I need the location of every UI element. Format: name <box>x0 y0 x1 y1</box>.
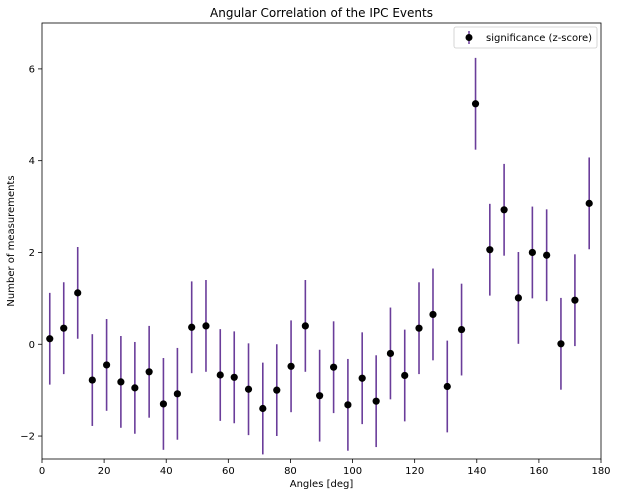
x-tick-label: 100 <box>343 466 362 477</box>
x-tick-label: 180 <box>591 466 610 477</box>
legend: significance (z-score) <box>453 26 598 49</box>
data-point <box>230 373 238 381</box>
data-point <box>528 248 536 257</box>
y-tick-label: 4 <box>29 156 35 167</box>
data-point <box>74 289 82 297</box>
data-point <box>60 324 68 332</box>
data-point <box>46 335 54 343</box>
data-point <box>188 323 196 331</box>
x-tick-label: 20 <box>98 466 111 477</box>
data-point <box>131 384 139 392</box>
data-point <box>102 361 111 369</box>
x-tick-label: 160 <box>529 466 548 477</box>
data-point <box>571 296 579 304</box>
plot-area: 0 20 40 60 80 100 120 140 160 180 −2 0 2 4 6 <box>20 22 611 477</box>
data-point <box>471 100 480 108</box>
data-point <box>543 251 551 259</box>
x-axis: 0 20 40 60 80 100 120 140 160 180 <box>39 459 611 477</box>
data-point <box>585 199 593 207</box>
legend-box <box>453 26 598 49</box>
data-point <box>415 324 423 332</box>
x-tick-label: 80 <box>284 466 297 477</box>
y-axis-label: Number of measurements <box>6 175 17 306</box>
x-axis-label: Angles [deg] <box>290 479 354 490</box>
data-point <box>159 400 168 408</box>
data-point <box>244 385 253 393</box>
data-point <box>145 368 153 376</box>
data-point <box>557 340 565 348</box>
data-point <box>429 310 437 319</box>
data-point <box>287 362 295 370</box>
legend-label: significance (z-score) <box>486 33 592 44</box>
chart-title: Angular Correlation of the IPC Events <box>210 6 433 20</box>
data-point <box>202 322 210 330</box>
plot-frame <box>41 22 602 460</box>
data-point <box>443 382 451 391</box>
data-point <box>358 374 366 382</box>
y-tick-label: −2 <box>20 432 35 443</box>
legend-marker-swatch <box>465 34 473 41</box>
data-point <box>173 390 182 398</box>
y-tick-label: 0 <box>29 340 35 351</box>
data-point <box>259 404 267 413</box>
data-point <box>386 349 395 358</box>
data-point <box>500 206 508 214</box>
point-series <box>46 100 593 413</box>
data-point <box>88 376 96 384</box>
x-tick-label: 140 <box>467 466 486 477</box>
data-point <box>514 294 522 302</box>
data-point <box>372 397 380 405</box>
data-point <box>457 325 466 334</box>
y-axis: −2 0 2 4 6 <box>20 64 42 443</box>
data-point <box>486 246 494 254</box>
data-point <box>216 371 224 379</box>
data-point <box>273 386 281 394</box>
x-tick-label: 120 <box>405 466 424 477</box>
x-tick-label: 60 <box>222 466 235 477</box>
data-point <box>344 401 352 409</box>
x-tick-label: 0 <box>39 466 45 477</box>
data-point <box>401 371 409 380</box>
data-point <box>117 378 125 386</box>
y-tick-label: 2 <box>29 248 35 259</box>
data-point <box>301 322 309 330</box>
y-tick-label: 6 <box>29 64 35 75</box>
x-tick-label: 40 <box>160 466 173 477</box>
data-point <box>330 363 338 371</box>
data-point <box>316 392 324 400</box>
